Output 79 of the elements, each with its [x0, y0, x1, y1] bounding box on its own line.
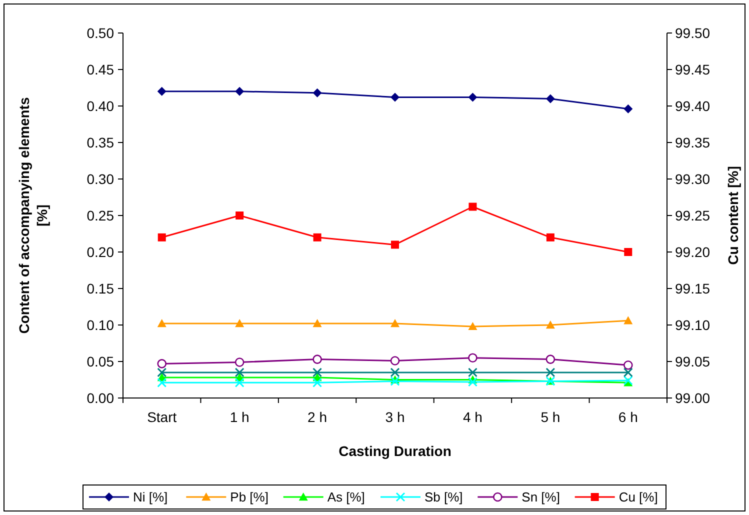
- x-axis-title: Casting Duration: [338, 443, 452, 459]
- x-tick-label: 6 h: [618, 409, 638, 425]
- point: [234, 368, 244, 378]
- y-tick-label: 0.05: [86, 353, 114, 370]
- point: [624, 104, 633, 114]
- x-tick-label: 2 h: [308, 409, 328, 425]
- point: [157, 359, 167, 368]
- point: [468, 322, 478, 330]
- point: [623, 368, 633, 378]
- point: [390, 368, 400, 378]
- y2-tick-label: 99.50: [675, 24, 710, 41]
- point: [623, 360, 633, 370]
- point: [390, 376, 400, 386]
- y2-tick-label: 99.05: [675, 353, 710, 370]
- y-tick-label: 0.15: [86, 280, 114, 296]
- y-tick-label: 0.20: [86, 244, 114, 260]
- point: [546, 233, 554, 242]
- y-tick-label: 0.40: [86, 98, 114, 114]
- y2-tick-label: 99.10: [675, 316, 710, 333]
- y2-tick-label: 99.45: [675, 61, 710, 78]
- point: [235, 86, 244, 96]
- y-tick-label: 0.25: [86, 207, 114, 224]
- point: [468, 92, 478, 102]
- point: [390, 319, 400, 328]
- point: [546, 320, 555, 329]
- point: [391, 240, 399, 249]
- y2-tick-label: 99.25: [675, 207, 710, 224]
- point: [312, 368, 322, 378]
- y-axis-title: Content of accompanying elements [%]: [16, 97, 50, 334]
- y-tick-label: 0.00: [86, 390, 114, 406]
- point: [468, 377, 478, 387]
- point: [624, 316, 633, 324]
- point: [158, 233, 166, 242]
- point: [157, 368, 167, 378]
- x-tick-label: Start: [147, 409, 177, 425]
- y-tick-label: 0.30: [86, 170, 114, 187]
- point: [468, 353, 478, 362]
- x-tick-label: 3 h: [385, 409, 405, 425]
- y-tick-label: 0.45: [86, 61, 114, 78]
- y2-tick-label: 99.00: [675, 390, 710, 406]
- legend-label: Ni [%]: [133, 490, 168, 505]
- point: [624, 248, 632, 256]
- point: [234, 358, 244, 367]
- x-tick-label: 1 h: [230, 409, 250, 425]
- point: [234, 378, 244, 388]
- point: [157, 86, 166, 96]
- point: [390, 92, 400, 102]
- y-tick-label: 0.10: [86, 316, 114, 333]
- point: [390, 356, 400, 366]
- point: [235, 319, 244, 328]
- y2-tick-label: 99.30: [675, 170, 710, 187]
- y2-tick-label: 99.20: [675, 244, 710, 260]
- point: [546, 368, 556, 378]
- point: [157, 319, 166, 328]
- point: [312, 354, 322, 364]
- point: [468, 368, 478, 378]
- y-tick-label: 0.50: [86, 24, 114, 41]
- legend-label: Sb [%]: [424, 490, 463, 505]
- x-tick-label: 5 h: [540, 409, 560, 425]
- point: [546, 94, 555, 104]
- legend-label: Sn [%]: [522, 490, 560, 505]
- x-tick-label: 4 h: [462, 409, 482, 425]
- y2-tick-label: 99.35: [675, 134, 710, 150]
- legend-label: Pb [%]: [230, 490, 268, 505]
- point: [312, 319, 322, 328]
- point: [157, 378, 167, 388]
- y2-tick-label: 99.15: [675, 280, 710, 296]
- point: [546, 354, 556, 364]
- point: [236, 212, 244, 220]
- point: [312, 88, 322, 98]
- point: [468, 202, 477, 211]
- point: [623, 376, 633, 386]
- legend-label: As [%]: [327, 490, 365, 505]
- y-tick-label: 0.35: [86, 134, 114, 150]
- y2-tick-label: 99.40: [675, 98, 710, 114]
- point: [312, 378, 322, 388]
- point: [313, 233, 322, 242]
- legend-label: Cu [%]: [618, 490, 658, 505]
- y2-axis-title: Cu content [%]: [725, 166, 741, 265]
